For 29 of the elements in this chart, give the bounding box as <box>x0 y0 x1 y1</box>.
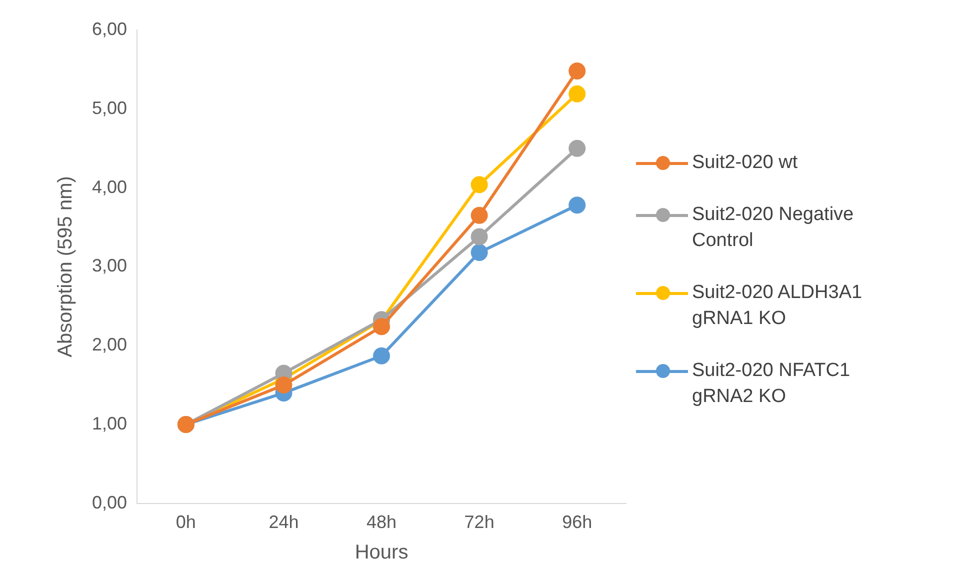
x-tick-label: 48h <box>366 512 397 532</box>
y-tick-label: 4,00 <box>92 176 128 197</box>
legend-label: Suit2-020 Negative Control <box>692 203 855 253</box>
x-tick-label: 72h <box>464 512 494 532</box>
point <box>373 347 390 364</box>
y-tick-label: 1,00 <box>92 413 128 434</box>
y-tick-label: 2,00 <box>92 334 128 355</box>
legend-label: Suit2-020 ALDH3A1 gRNA1 KO <box>692 281 864 331</box>
point <box>568 140 586 157</box>
point <box>470 176 488 194</box>
point <box>470 228 488 246</box>
x-axis-title: Hours <box>354 542 408 564</box>
legend-label: Suit2-020 wt <box>692 151 799 175</box>
y-tick-label: 5,00 <box>92 98 128 118</box>
legend-label: Suit2-020 NFATC1 gRNA2 KO <box>692 359 852 409</box>
x-tick-label: 0h <box>176 512 196 532</box>
y-axis-title: Absorption (595 nm) <box>54 176 77 358</box>
point <box>373 318 390 336</box>
point <box>470 244 488 261</box>
point <box>568 196 586 214</box>
y-tick-label: 0,00 <box>92 492 128 512</box>
point <box>568 85 586 102</box>
x-tick-label: 96h <box>562 512 592 532</box>
y-tick-label: 6,00 <box>92 18 128 39</box>
x-tick-label: 24h <box>268 512 299 532</box>
point <box>568 62 586 80</box>
point <box>275 376 292 394</box>
point <box>470 206 488 224</box>
y-tick-label: 3,00 <box>92 256 128 276</box>
